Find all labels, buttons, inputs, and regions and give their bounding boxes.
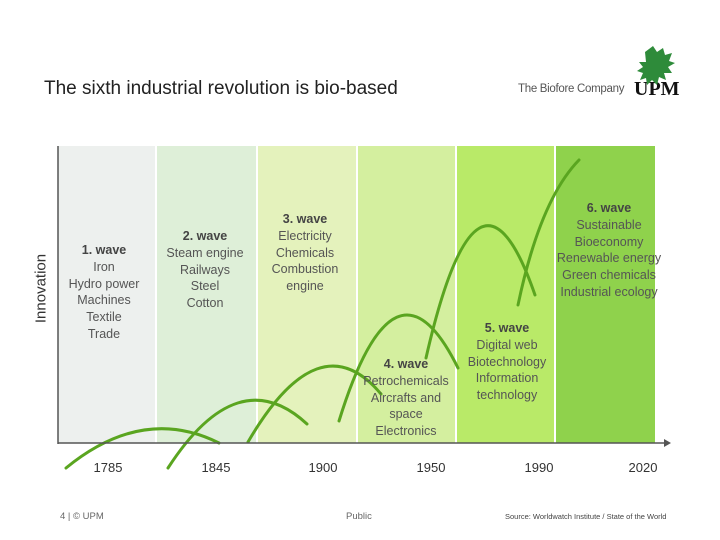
year-label: 1950	[416, 460, 446, 475]
wave-curve-5	[424, 224, 537, 360]
griffin-logo-icon	[637, 46, 675, 85]
wave-item: Electricity	[278, 228, 332, 243]
wave-title: 4. wave	[383, 357, 429, 371]
wave-label-4: 4. wave Petrochemicals Aircrafts and space E…	[346, 356, 466, 440]
wave-band-3	[258, 146, 356, 443]
wave-band-4	[358, 146, 455, 443]
wave-label-2: 2. wave Steam engine Railways Steel Cotton	[145, 228, 265, 312]
wave-item: Aircrafts and	[370, 390, 442, 405]
wave-title: 1. wave	[81, 243, 127, 257]
wave-item: Biotechnology	[467, 354, 547, 369]
wave-item: technology	[476, 388, 538, 403]
wave-title: 2. wave	[182, 229, 228, 243]
wave-item: Steam engine	[166, 245, 244, 260]
upm-logo-text: UPM	[634, 78, 680, 100]
wave-curve-3	[246, 364, 383, 444]
wave-item: Petrochemicals	[363, 373, 449, 388]
footer-source: Source: Worldwatch Institute / State of …	[505, 512, 667, 521]
wave-item: Combustion	[271, 262, 339, 277]
wave-title: 6. wave	[586, 201, 632, 215]
wave-curve-4	[337, 313, 460, 423]
wave-label-1: 1. wave Iron Hydro power Machines Textile Tra…	[44, 242, 164, 343]
wave-label-3: 3. wave Electricity Chemicals Combustion eng…	[245, 211, 365, 295]
wave-label-6: 6. wave Sustainable Bioeconomy Renewable en…	[549, 200, 669, 301]
wave-item: Cotton	[186, 296, 224, 311]
wave-curve-2	[166, 398, 309, 470]
wave-item: Green chemicals	[562, 268, 656, 283]
wave-label-5: 5. wave Digital web Biotechnology Informati…	[447, 320, 567, 404]
logo-tagline: The Biofore Company	[518, 83, 625, 95]
wave-title: 3. wave	[282, 212, 328, 226]
wave-item: Digital web	[476, 337, 538, 352]
wave-curve-6	[516, 158, 581, 307]
wave-band-1	[58, 146, 155, 443]
footer-classification: Public	[346, 511, 372, 522]
wave-item: Chemicals	[275, 245, 335, 260]
wave-curve-1	[64, 427, 221, 470]
wave-item: Electronics	[375, 424, 437, 439]
wave-item: Steel	[190, 279, 220, 294]
wave-band-2	[157, 146, 256, 443]
year-label: 1900	[308, 460, 338, 475]
wave-item: engine	[286, 279, 324, 294]
wave-title: 5. wave	[484, 321, 530, 335]
year-label: 2020	[628, 460, 658, 475]
wave-item: Railways	[179, 262, 230, 277]
wave-item: Renewable energy	[556, 251, 662, 266]
year-label: 1785	[93, 460, 123, 475]
wave-item: Iron	[93, 259, 115, 274]
wave-item: Trade	[87, 326, 121, 341]
footer-page-copyright: 4 | © UPM	[60, 511, 104, 522]
year-label: 1990	[524, 460, 554, 475]
year-label: 1845	[201, 460, 231, 475]
wave-item: Hydro power	[68, 276, 140, 291]
wave-item: Machines	[77, 293, 131, 308]
wave-item: space	[389, 407, 423, 422]
wave-band-6	[556, 146, 655, 443]
wave-item: Sustainable	[576, 217, 642, 232]
wave-band-5	[457, 146, 554, 443]
wave-item: Information	[475, 371, 539, 386]
x-axis-arrow-icon	[664, 439, 671, 447]
wave-item: Textile	[86, 310, 122, 325]
slide-title: The sixth industrial revolution is bio-b…	[44, 78, 398, 99]
wave-item: Bioeconomy	[574, 234, 644, 249]
wave-item: Industrial ecology	[560, 284, 658, 299]
